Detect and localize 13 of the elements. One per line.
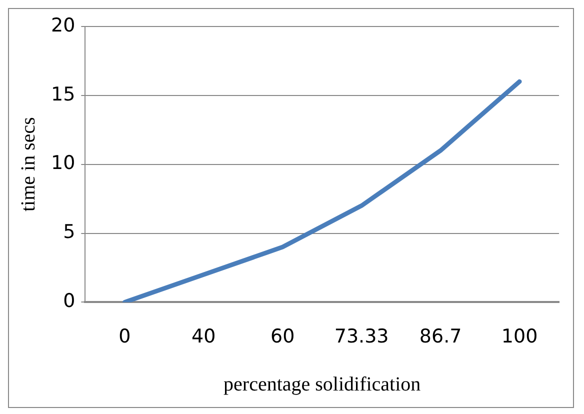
y-tick-label: 0 (63, 290, 76, 312)
y-tick-label: 10 (50, 152, 76, 174)
x-axis-title: percentage solidification (224, 373, 421, 396)
x-tick-label: 73.33 (334, 326, 389, 348)
x-tick-label: 60 (270, 326, 295, 348)
x-tick-label: 100 (501, 326, 538, 348)
x-tick-label: 40 (192, 326, 216, 348)
x-tick-label: 86.7 (419, 326, 462, 348)
y-axis-title: time in secs (17, 116, 40, 212)
y-tick-label: 20 (50, 14, 76, 36)
y-tick-label: 5 (63, 221, 76, 244)
y-tick-label: 15 (50, 83, 76, 106)
x-tick-label: 0 (118, 326, 131, 348)
